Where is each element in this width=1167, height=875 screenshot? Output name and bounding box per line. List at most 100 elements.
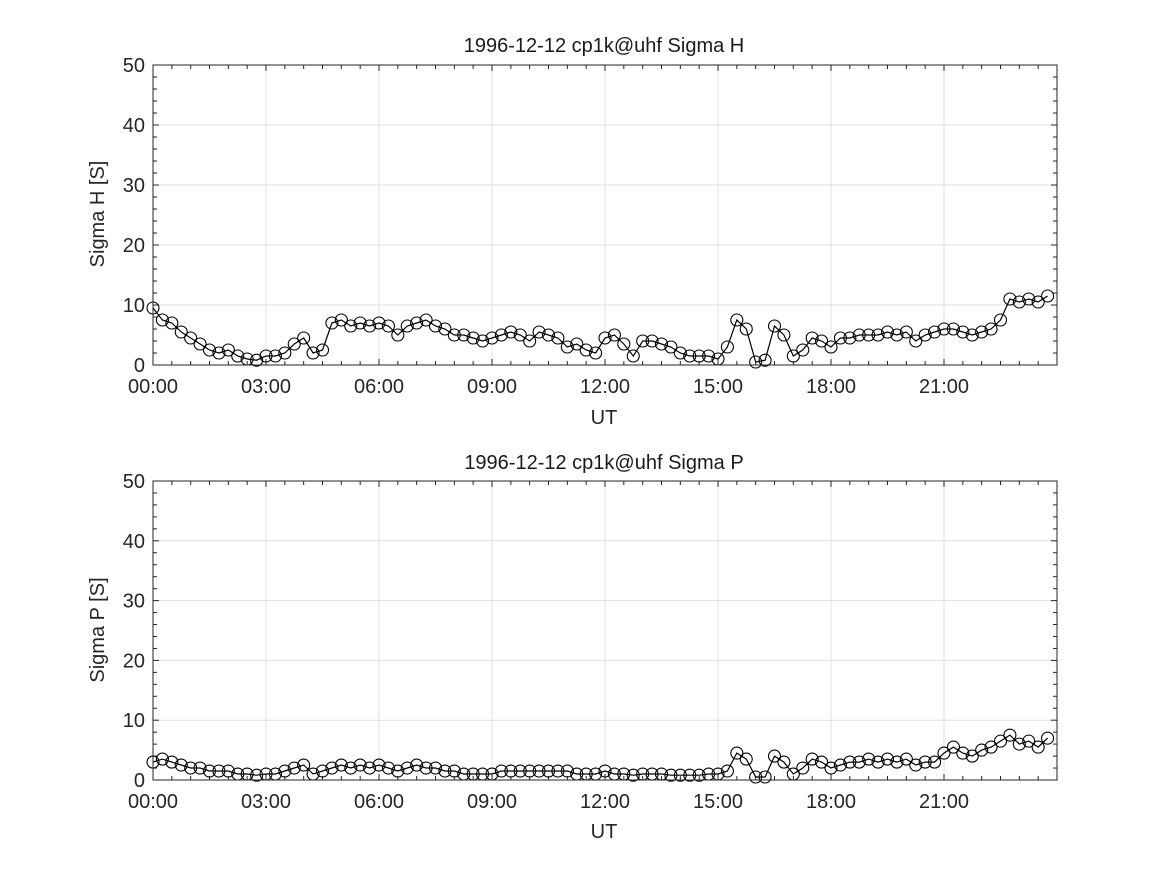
sigma-h-data-point	[965, 328, 979, 342]
sigma-h-data-point	[880, 325, 895, 339]
sigma-h-data-point	[259, 349, 273, 363]
sigma-h-xtick-label: 18:00	[806, 376, 856, 398]
sigma-p-data-point	[532, 764, 546, 778]
sigma-h-xtick-label: 21:00	[919, 376, 969, 398]
sigma-p-ticks	[152, 480, 1058, 781]
sigma-h-data-point	[852, 328, 866, 342]
sigma-p-data-point	[513, 764, 527, 778]
sigma-p-data-point	[541, 764, 556, 778]
sigma-p-xtick-label: 00:00	[128, 791, 178, 813]
sigma-h-data-point	[843, 331, 857, 345]
sigma-p-data-point	[419, 761, 433, 775]
sigma-p-data-point	[344, 761, 358, 775]
sigma-h-data-point	[268, 349, 282, 363]
sigma-p-data-point	[165, 755, 179, 769]
sigma-p-axes-box	[152, 480, 1058, 781]
sigma-p-data-point	[250, 768, 264, 782]
sigma-h-data-point	[636, 334, 650, 348]
sigma-h-data-point	[193, 337, 207, 351]
sigma-p-data-point	[833, 758, 847, 772]
sigma-h-data-point	[410, 316, 424, 330]
sigma-h-data-point	[485, 331, 499, 345]
sigma-p-data-point	[777, 755, 791, 769]
sigma-h-ytick-label: 30	[123, 175, 145, 197]
sigma-h-data-point	[786, 349, 800, 363]
sigma-p-data-point	[353, 758, 367, 772]
sigma-h-xlabel: UT	[591, 407, 618, 429]
sigma-p-data-point	[683, 768, 697, 782]
sigma-p-data-point	[560, 764, 574, 778]
sigma-p-data-point	[739, 752, 753, 766]
sigma-p-data-point	[805, 752, 819, 766]
sigma-p-data-point	[202, 764, 217, 778]
sigma-p-data-point	[400, 761, 414, 775]
sigma-h-data-point	[975, 325, 989, 339]
sigma-h-data-point	[730, 313, 744, 327]
sigma-h-data-point	[523, 334, 537, 348]
sigma-h-data-point	[720, 340, 734, 354]
sigma-p-xtick-label: 09:00	[467, 791, 517, 813]
sigma-h-panel: 1996-12-12 cp1k@uhf Sigma H UT Sigma H […	[87, 35, 1058, 429]
sigma-h-data-point	[862, 328, 876, 342]
sigma-h-data-point	[739, 322, 753, 336]
sigma-p-data-point	[1041, 731, 1055, 745]
sigma-h-xtick-label: 12:00	[580, 376, 630, 398]
sigma-h-data-point	[824, 340, 838, 354]
sigma-p-data-point	[758, 770, 772, 784]
sigma-p-data-point	[796, 761, 810, 775]
sigma-h-data-point	[626, 349, 640, 363]
sigma-p-data-point	[673, 768, 687, 782]
sigma-h-tick-labels: 00:00 03:00 06:00 09:00 12:00 15:00 18:00 21:00…	[123, 55, 969, 398]
sigma-h-data-point	[890, 328, 904, 342]
sigma-p-xlabel: UT	[591, 821, 618, 843]
sigma-p-data-point	[551, 764, 565, 778]
sigma-p-xtick-label: 18:00	[806, 791, 856, 813]
sigma-h-data-point	[419, 313, 433, 327]
sigma-h-data-point	[372, 316, 386, 330]
sigma-h-data-point	[457, 328, 471, 342]
sigma-h-title: 1996-12-12 cp1k@uhf Sigma H	[464, 35, 744, 57]
sigma-p-ytick-label: 0	[134, 770, 145, 792]
sigma-p-data-point	[843, 755, 857, 769]
sigma-p-data-point	[325, 761, 339, 775]
sigma-h-data-point	[993, 313, 1008, 327]
sigma-h-data-point	[165, 316, 179, 330]
sigma-p-data-point	[767, 749, 782, 763]
sigma-h-ytick-label: 0	[134, 355, 145, 377]
sigma-h-data-point	[504, 325, 518, 339]
sigma-h-data-point	[1041, 289, 1055, 303]
sigma-h-data-point	[212, 346, 226, 360]
sigma-h-data-point	[551, 331, 565, 345]
sigma-h-series-line	[152, 295, 1048, 363]
sigma-h-data-point	[1022, 292, 1036, 306]
sigma-h-ytick-label: 20	[123, 235, 145, 257]
sigma-h-ytick-label: 10	[123, 295, 145, 317]
sigma-p-data-point	[494, 764, 508, 778]
sigma-h-markers	[146, 289, 1055, 369]
sigma-h-data-point	[805, 331, 819, 345]
sigma-p-data-point	[438, 764, 452, 778]
sigma-p-title: 1996-12-12 cp1k@uhf Sigma P	[464, 452, 743, 474]
sigma-p-data-point	[984, 740, 998, 754]
sigma-p-data-point	[447, 764, 461, 778]
sigma-p-xtick-label: 15:00	[693, 791, 743, 813]
sigma-h-data-point	[278, 346, 292, 360]
sigma-p-data-point	[956, 746, 970, 760]
sigma-h-data-point	[532, 325, 546, 339]
sigma-p-data-point	[965, 749, 979, 763]
sigma-h-xtick-label: 09:00	[467, 376, 517, 398]
sigma-h-data-point	[617, 337, 631, 351]
sigma-h-data-point	[494, 328, 508, 342]
sigma-p-data-point	[363, 761, 377, 775]
sigma-h-data-point	[589, 346, 603, 360]
sigma-h-data-point	[654, 337, 669, 351]
sigma-p-data-point	[871, 755, 885, 769]
sigma-h-data-point	[702, 349, 716, 363]
sigma-p-data-point	[174, 758, 188, 772]
sigma-h-data-point	[344, 319, 358, 333]
sigma-p-data-point	[184, 761, 198, 775]
sigma-p-data-point	[155, 752, 169, 766]
sigma-p-ytick-label: 30	[123, 591, 145, 613]
sigma-h-data-point	[334, 313, 348, 327]
sigma-h-data-point	[777, 328, 791, 342]
